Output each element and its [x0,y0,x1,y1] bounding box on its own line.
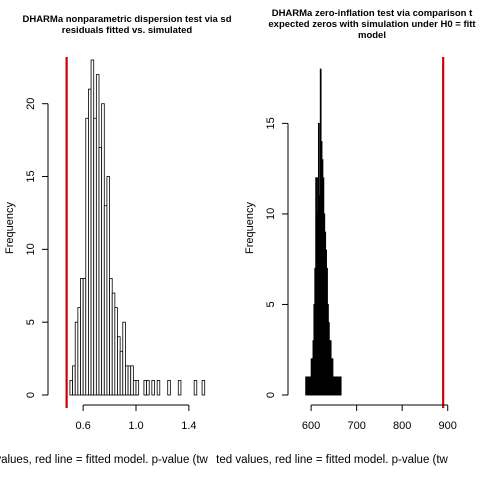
histogram-bar [146,380,150,396]
histogram-panel-2: DHARMa zero-inflation test via compariso… [216,8,476,466]
x-tick-label: 1.4 [181,420,196,432]
y-tick-label: 20 [25,98,37,110]
histogram-bar [177,380,182,396]
chart-title-line: model [358,30,386,41]
x-tick-label: 700 [347,420,365,432]
y-tick-label: 5 [25,319,37,325]
x-tick-label: 1.0 [128,420,143,432]
y-tick-label: 0 [265,392,277,398]
chart-title-line: DHARMa nonparametric dispersion test via… [22,14,231,25]
chart-title-line: residuals fitted vs. simulated [62,25,193,36]
histogram-panel-1: DHARMa nonparametric dispersion test via… [0,14,232,466]
chart-title-line: expected zeros with simulation under H0 … [268,19,476,30]
histogram-bar [156,380,161,396]
histogram-bar [193,380,198,396]
histogram-bar [135,380,140,396]
x-tick-label: 900 [439,420,457,432]
y-tick-label: 15 [25,170,37,182]
y-axis-label: Frequency [4,202,16,254]
y-axis-label: Frequency [244,202,256,254]
histogram-bar [151,380,155,396]
y-tick-label: 10 [265,208,277,220]
y-tick-label: 5 [265,301,277,307]
histogram-bar [167,380,171,396]
x-tick-label: 800 [393,420,411,432]
histogram-bar [122,321,126,396]
histogram-bar [339,376,342,396]
y-tick-label: 10 [25,243,37,255]
x-tick-label: 0.6 [75,420,90,432]
x-axis-label: ted values, red line = fitted model. p-v… [216,454,448,466]
chart-title-line: DHARMa zero-inflation test via compariso… [272,8,473,19]
x-axis-label: ted values, red line = fitted model. p-v… [0,454,209,466]
y-tick-label: 0 [25,392,37,398]
x-tick-label: 600 [302,420,320,432]
y-tick-label: 15 [265,117,277,129]
histogram-bar [201,380,206,396]
